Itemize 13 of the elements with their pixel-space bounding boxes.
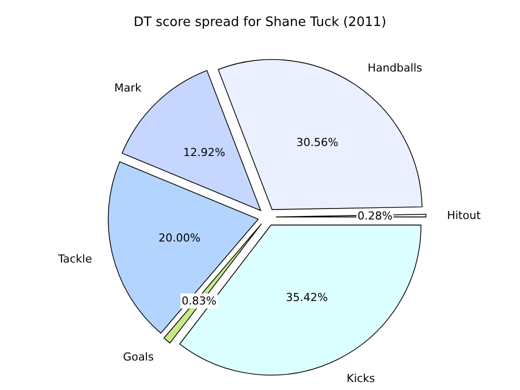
data-label: 0.83%: [182, 294, 217, 308]
data-label: 20.00%: [158, 232, 200, 245]
slice-label: Kicks: [346, 372, 376, 385]
data-label: 12.92%: [183, 146, 226, 160]
data-label: 30.56%: [296, 136, 338, 149]
data-label: 0.28%: [358, 210, 392, 223]
slice-label: Tackle: [57, 252, 92, 266]
slice-label: Mark: [114, 82, 142, 95]
chart-title: DT score spread for Shane Tuck (2011): [134, 15, 386, 30]
slice-label: Hitout: [446, 208, 482, 222]
data-label: 35.42%: [286, 291, 328, 304]
slice-label: Handballs: [368, 61, 422, 74]
slice-label: Goals: [122, 350, 154, 364]
